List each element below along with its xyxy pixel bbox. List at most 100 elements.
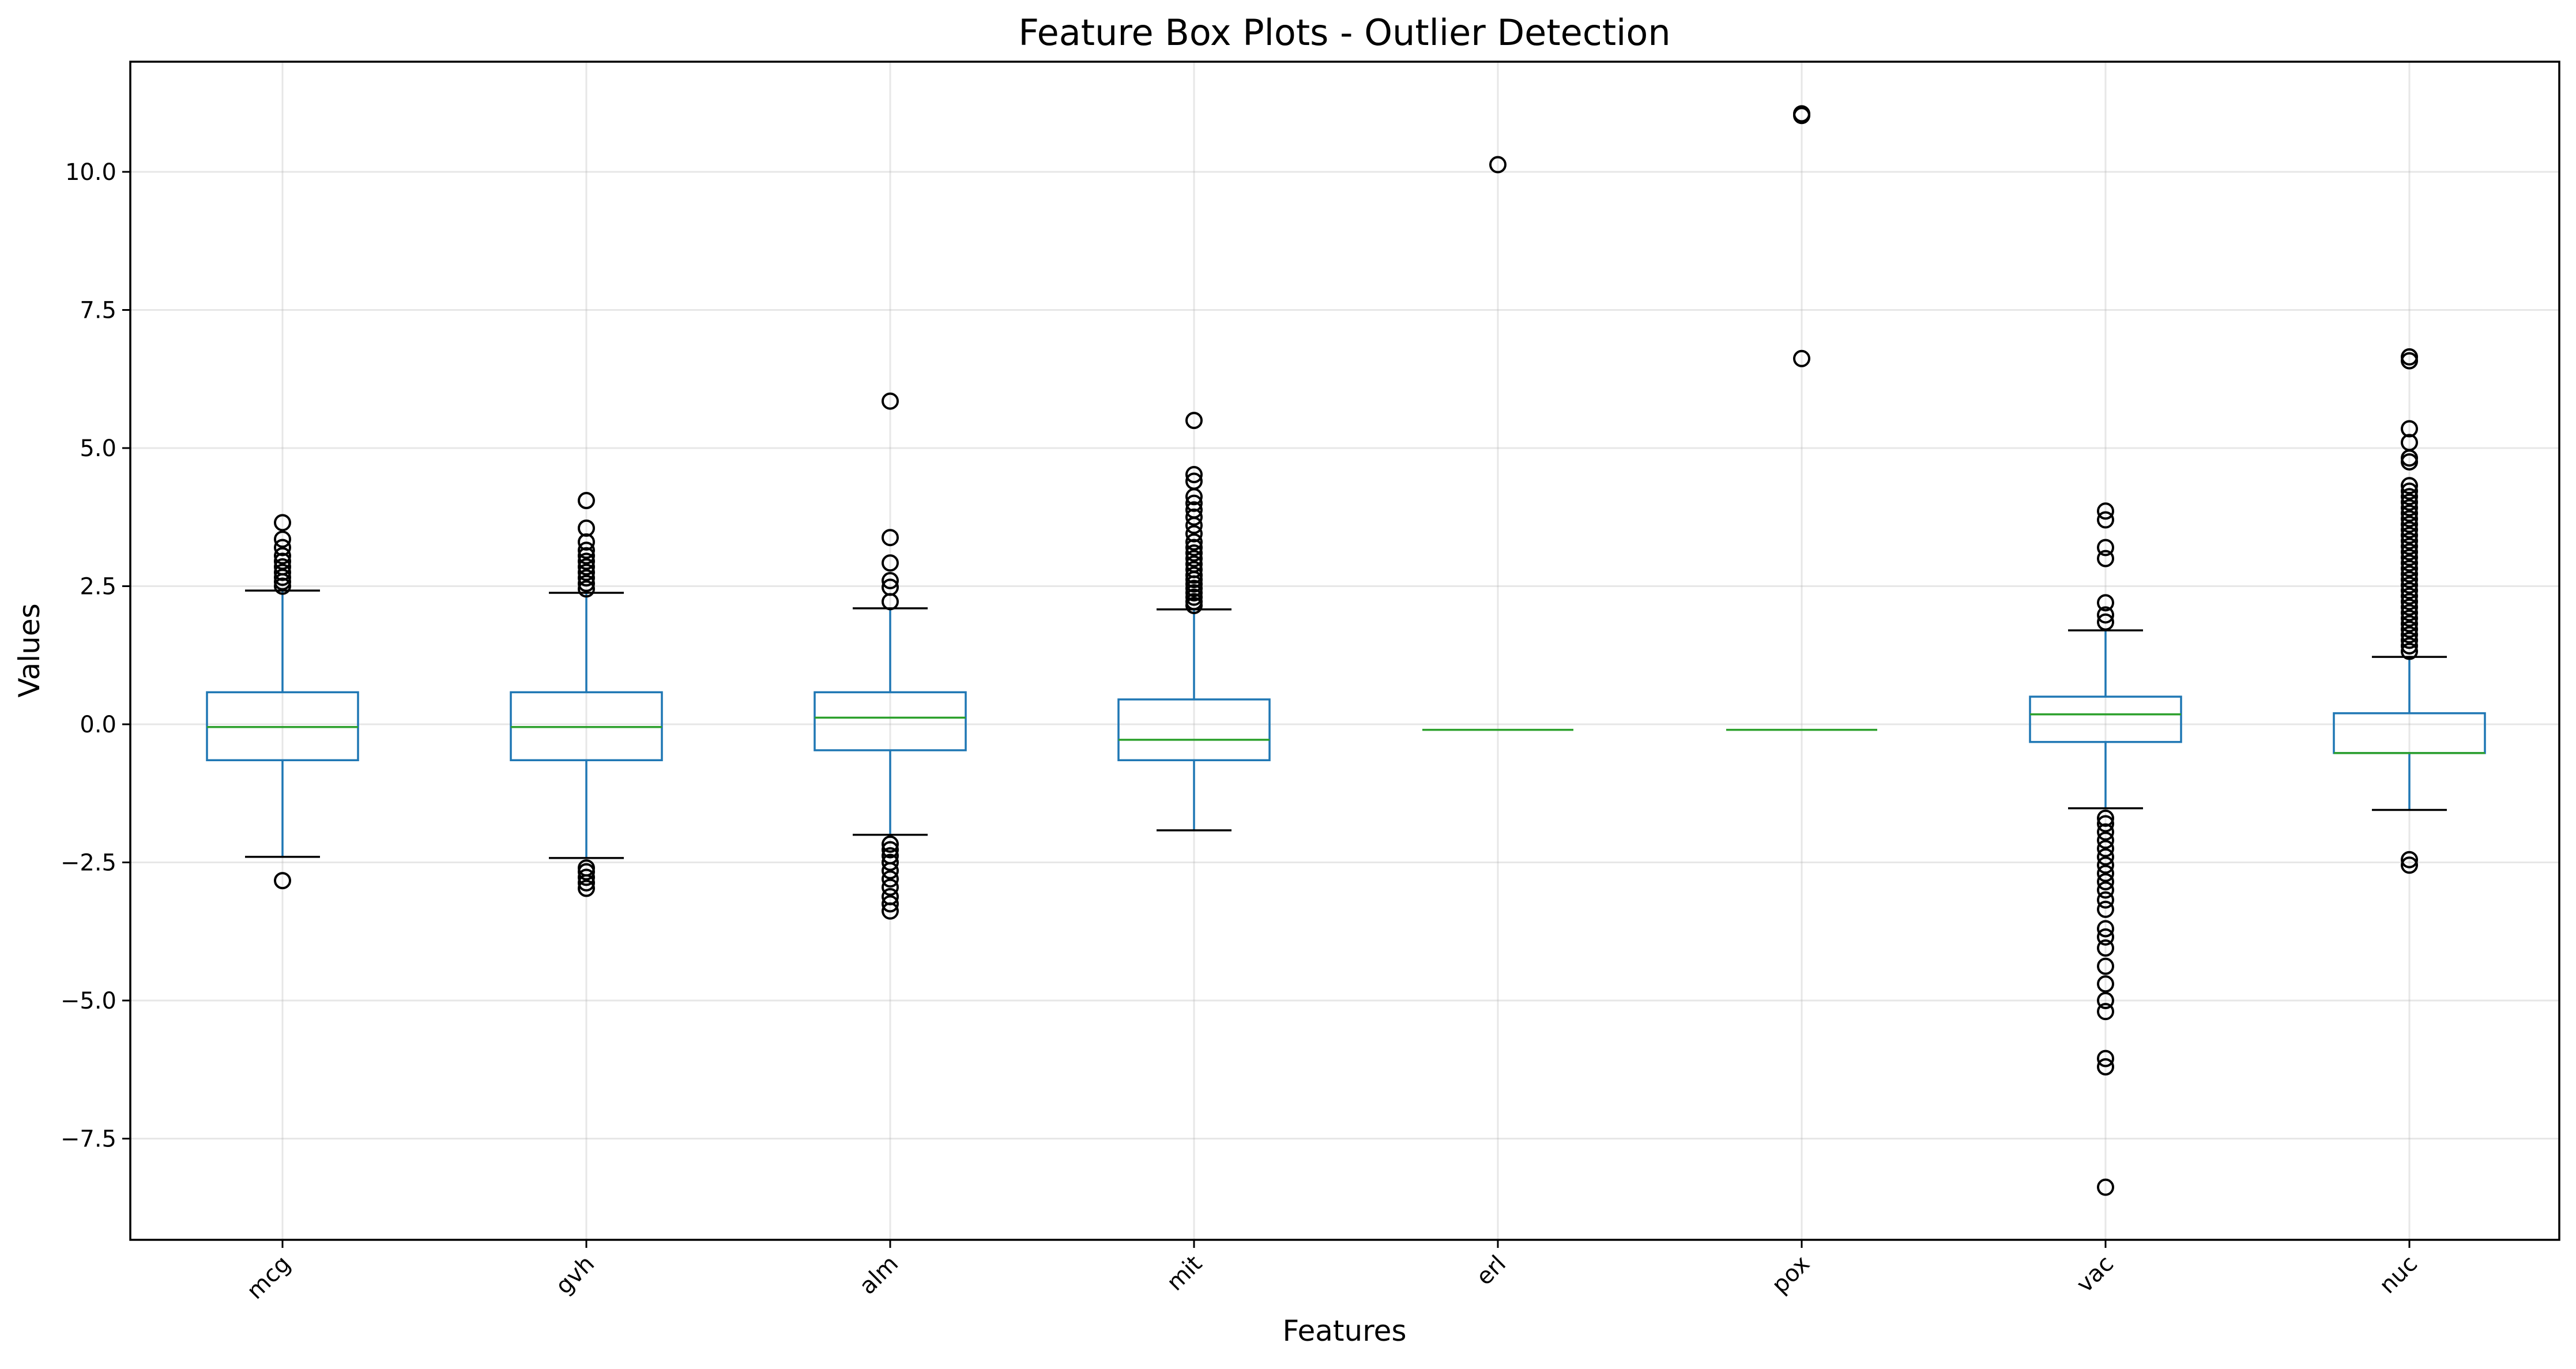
outlier-point [2401,856,2418,874]
outlier-point [2401,499,2418,517]
outlier-point [2401,620,2418,638]
x-tick-label: pox [1767,1251,1815,1299]
outlier-point [2401,637,2418,655]
box-group-alm [814,392,967,920]
outlier-point [2097,502,2114,520]
iqr-box [814,691,967,751]
outlier-point [2097,928,2114,946]
outlier-point [274,547,291,565]
outlier-point [1185,494,1203,512]
plot-layer [206,105,2486,1196]
outlier-point [2401,598,2418,616]
outlier-point [1185,472,1203,490]
outlier-point [882,847,899,865]
box-group-mit [1117,412,1271,832]
outlier-point [2097,815,2114,833]
outlier-point [2401,537,2418,555]
outlier-point [2097,856,2114,874]
outlier-point [882,878,899,896]
y-tick-label: 2.5 [80,574,116,600]
outlier-point [1185,525,1203,543]
outlier-point [1185,501,1203,519]
outlier-point [578,569,595,587]
outlier-point [2097,873,2114,891]
outlier-point [578,563,595,581]
outlier-point [2401,434,2418,452]
outlier-point [274,577,291,595]
outlier-point [1185,539,1203,556]
outlier-point [274,872,291,890]
y-tick-label: −7.5 [61,1126,116,1153]
y-tick-label: −5.0 [61,988,116,1014]
outlier-point [274,563,291,581]
outlier-point [2097,613,2114,631]
outlier-point [1185,580,1203,597]
outlier-point [2097,840,2114,857]
outlier-point [2401,571,2418,589]
outlier-point [882,895,899,913]
outlier-point [578,574,595,592]
outlier-point [2401,420,2418,438]
outlier-point [274,552,291,570]
outlier-point [2401,593,2418,611]
outlier-point [578,580,595,598]
outlier-point [578,868,595,886]
x-tick-label: mit [1162,1251,1207,1296]
outlier-point [882,835,899,853]
x-tick-label: nuc [2374,1251,2423,1299]
outlier-point [2097,594,2114,612]
axis-layer: −7.5 −5.0 −2.5 0.0 2.5 5.0 7.5 10.0 mcg gvh alm mit… [61,159,2423,1304]
y-tick-label: 10.0 [65,159,116,186]
outlier-point [2401,505,2418,522]
outlier-point [2097,975,2114,993]
outlier-point [2097,881,2114,899]
outlier-point [882,578,899,596]
outlier-point [2401,851,2418,868]
outlier-point [274,531,291,548]
outlier-point [578,519,595,537]
outlier-point [1185,508,1203,526]
box-group-vac [2029,502,2182,1196]
outlier-point [1185,555,1203,573]
outlier-point [2097,864,2114,882]
outlier-point [2401,510,2418,528]
x-tick-label: alm [854,1251,903,1300]
outlier-point [1185,584,1203,601]
outlier-point [2401,631,2418,649]
outlier-point [2401,559,2418,577]
outlier-point [2097,809,2114,827]
outlier-point [2401,516,2418,533]
outlier-point [1185,412,1203,430]
outlier-point [2097,1178,2114,1196]
outlier-point [2401,348,2418,366]
outlier-point [2401,526,2418,544]
outlier-point [2097,848,2114,866]
outlier-point [2401,582,2418,600]
y-axis-label: Values [13,603,46,697]
y-tick-label: 0.0 [80,712,116,738]
chart-title: Feature Box Plots - Outlier Detection [1018,12,1670,54]
outlier-point [2097,891,2114,909]
outlier-point [1185,465,1203,483]
outlier-point [882,887,899,905]
outlier-point [2401,482,2418,500]
outlier-point [882,529,899,547]
outlier-point [1185,593,1203,611]
outlier-point [2401,587,2418,605]
outlier-point [2401,615,2418,633]
y-tick-label: 7.5 [80,298,116,324]
outlier-point [882,392,899,410]
outlier-point [274,539,291,556]
outlier-point [882,554,899,572]
grid-layer [130,62,2559,1240]
outlier-point [2401,477,2418,495]
outlier-point [578,558,595,576]
outlier-point [2097,832,2114,849]
box-group-nuc [2333,348,2486,874]
outlier-point [2097,992,2114,1009]
outlier-point [2401,610,2418,627]
x-tick-label: erl [1471,1251,1511,1291]
plot-frame [129,61,2560,1241]
outlier-point [882,571,899,589]
